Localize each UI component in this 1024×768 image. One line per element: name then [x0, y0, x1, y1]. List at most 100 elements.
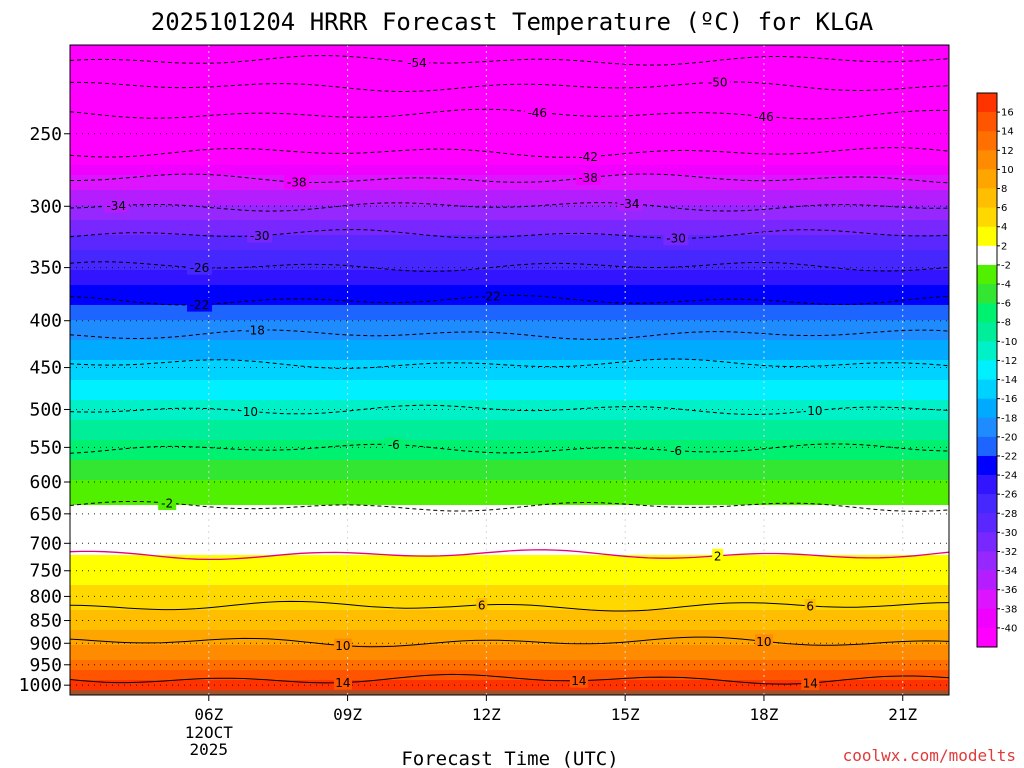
colorbar-label: -28 — [1001, 509, 1017, 520]
temperature-band — [70, 600, 949, 606]
y-tick-label: 1000 — [19, 675, 62, 696]
contour-label: 6 — [478, 598, 486, 612]
contour-label-bg — [575, 149, 601, 164]
temperature-band — [70, 275, 949, 281]
contour-label-bg — [247, 228, 273, 243]
contour-label-bg — [667, 443, 686, 458]
temperature-band — [70, 345, 949, 351]
colorbar-swatch — [977, 188, 997, 208]
temperature-band — [70, 215, 949, 221]
temperature-band — [70, 605, 949, 611]
contour-label: 10 — [335, 639, 350, 653]
colorbar-swatch — [977, 131, 997, 151]
temperature-band — [70, 505, 949, 511]
colorbar-label: 14 — [1001, 127, 1014, 138]
temperature-band — [70, 375, 949, 381]
y-tick-label: 800 — [29, 586, 62, 607]
y-tick-label: 750 — [29, 561, 62, 582]
temperature-band — [70, 110, 949, 116]
temperature-band — [70, 325, 949, 331]
temperature-band — [70, 320, 949, 326]
temperature-band — [70, 350, 949, 356]
contour-label: -18 — [245, 324, 265, 338]
temperature-band — [70, 120, 949, 126]
y-tick-label: 350 — [29, 258, 62, 279]
contour-label: -34 — [106, 199, 126, 213]
colorbar-swatch — [977, 570, 997, 590]
temperature-band — [70, 365, 949, 371]
temperature-band — [70, 165, 949, 171]
temperature-band — [70, 265, 949, 271]
temperature-band — [70, 445, 949, 451]
source-credit-link[interactable]: coolwx.com/modelts — [843, 746, 1016, 765]
temperature-band — [70, 440, 949, 446]
temperature-band — [70, 295, 949, 301]
colorbar-label: -34 — [1001, 566, 1017, 577]
temperature-band — [70, 220, 949, 226]
temperature-band — [70, 570, 949, 576]
contour-label-bg — [284, 175, 310, 190]
colorbar-label: -8 — [1001, 318, 1011, 329]
contour-label-bg — [705, 75, 731, 90]
temperature-band — [70, 270, 949, 276]
temperature-band — [70, 55, 949, 61]
x-tick-label: 18Z — [749, 705, 778, 724]
contour-label-bg — [478, 288, 504, 303]
temperature-band — [70, 225, 949, 231]
temperature-band — [70, 545, 949, 551]
temperature-band — [70, 115, 949, 121]
temperature-band — [70, 595, 949, 601]
temperature-band — [70, 285, 949, 291]
temperature-band — [70, 560, 949, 566]
temperature-band — [70, 50, 949, 56]
temperature-band — [70, 645, 949, 651]
y-tick-label: 500 — [29, 399, 62, 420]
temperature-band — [70, 140, 949, 146]
colorbar-swatch — [977, 150, 997, 170]
temperature-band — [70, 660, 949, 666]
colorbar-swatch — [977, 284, 997, 304]
colorbar-swatch — [977, 112, 997, 132]
temperature-band — [70, 455, 949, 461]
contour-label: 14 — [803, 677, 818, 691]
colorbar-label: -24 — [1001, 471, 1017, 482]
temperature-band — [70, 380, 949, 386]
temperature-band — [70, 410, 949, 416]
contour-label: -42 — [578, 150, 598, 164]
temperature-band — [70, 385, 949, 391]
contour-label: 10 — [243, 405, 258, 419]
y-tick-label: 700 — [29, 533, 62, 554]
contour-label: -30 — [250, 229, 270, 243]
y-axis: 2503003504004505005506006507007508008509… — [19, 124, 70, 696]
temperature-band — [70, 150, 949, 156]
temperature-band — [70, 655, 949, 661]
contour-label-bg — [103, 198, 129, 213]
x-tick-label: 06Z — [194, 705, 223, 724]
temperature-band — [70, 300, 949, 306]
temperature-band — [70, 80, 949, 86]
temperature-band — [70, 195, 949, 201]
contour-label-bg — [575, 170, 601, 185]
colorbar-label: -16 — [1001, 394, 1017, 405]
temperature-band — [70, 685, 949, 691]
plot-frame — [69, 44, 950, 696]
colorbar-swatch — [977, 322, 997, 342]
temperature-band — [70, 90, 949, 96]
temperature-band — [70, 555, 949, 561]
plot-area: -54-50-46 -46-42-38 -38-34 -34-30 -30-26-22-… — [70, 45, 949, 695]
temperature-band — [70, 535, 949, 541]
colorbar-swatch — [977, 226, 997, 247]
colorbar-swatch — [977, 627, 997, 648]
colorbar-label: 4 — [1001, 222, 1007, 233]
temperature-band — [70, 240, 949, 246]
y-tick-label: 900 — [29, 633, 62, 654]
temperature-band — [70, 470, 949, 476]
contour-label: -34 — [620, 197, 640, 211]
contour-label-bg — [617, 196, 643, 211]
contour-label: -2 — [161, 496, 173, 510]
contour-label: 14 — [335, 676, 350, 690]
colorbar-swatch — [977, 341, 997, 361]
grid-layer — [70, 45, 949, 695]
temperature-band — [70, 615, 949, 621]
contour-label-bg — [801, 676, 820, 691]
